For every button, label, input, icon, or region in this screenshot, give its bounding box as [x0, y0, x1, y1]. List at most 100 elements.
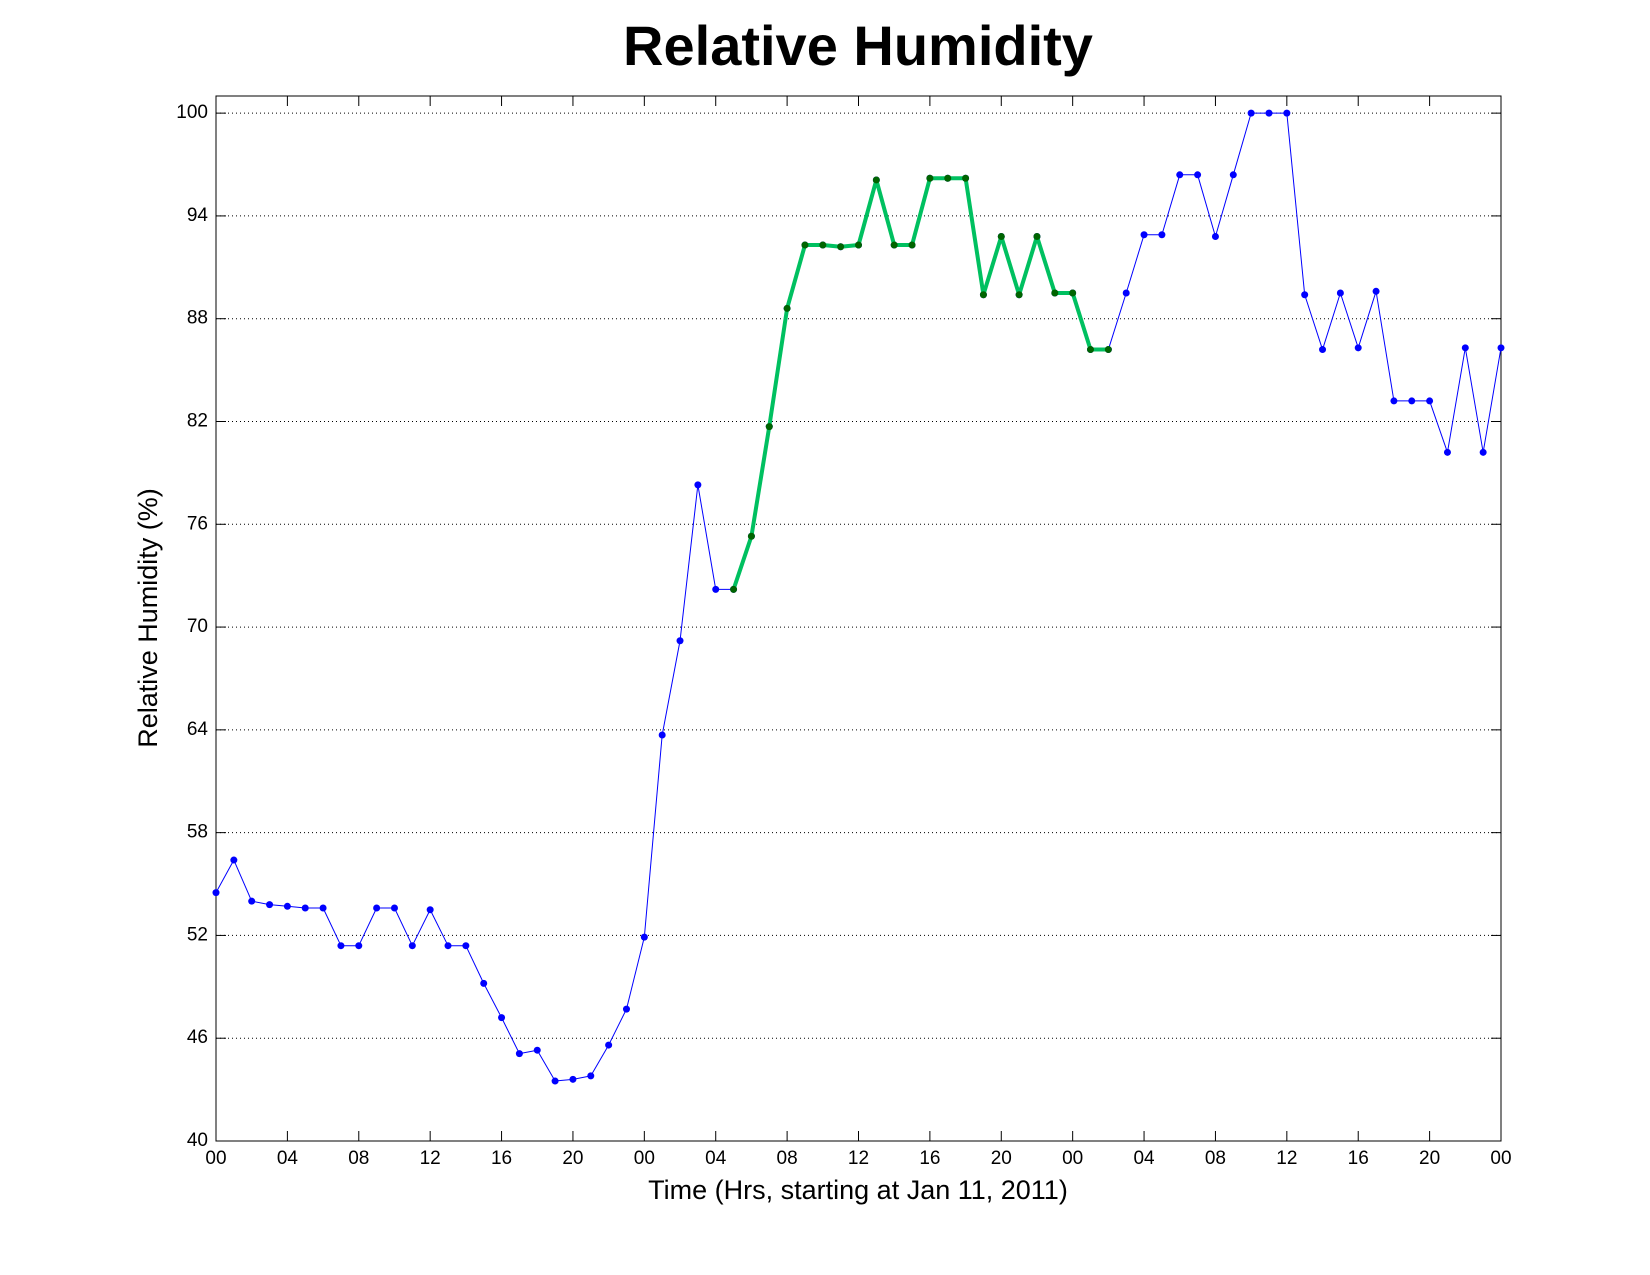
data-point [1087, 346, 1095, 354]
data-point [1372, 287, 1380, 295]
x-tick-label: 00 [1062, 1148, 1083, 1169]
data-point [319, 904, 327, 912]
data-point [730, 585, 738, 593]
data-point [1176, 171, 1184, 179]
x-tick-label: 04 [277, 1148, 299, 1169]
data-point [855, 241, 862, 249]
data-point [248, 897, 256, 905]
data-point [587, 1072, 595, 1080]
x-tick-label: 08 [1205, 1148, 1226, 1169]
data-point [337, 942, 345, 950]
data-point [1426, 397, 1434, 405]
data-point [1354, 344, 1362, 352]
data-point [444, 942, 452, 950]
data-point [266, 901, 274, 909]
data-point [1069, 289, 1077, 297]
data-point [1247, 109, 1255, 117]
data-point [819, 241, 827, 249]
data-point [1443, 448, 1451, 456]
y-tick-label: 100 [176, 102, 208, 123]
data-point [1194, 171, 1202, 179]
data-point [926, 174, 934, 182]
x-tick-label: 20 [991, 1148, 1012, 1169]
data-point [301, 904, 309, 912]
data-point [605, 1041, 613, 1049]
data-point [783, 304, 791, 312]
data-point [997, 232, 1005, 240]
data-point [676, 637, 684, 645]
data-point [515, 1050, 523, 1058]
data-point [212, 889, 220, 897]
chart-title: Relative Humidity [623, 14, 1093, 77]
x-tick-label: 04 [1133, 1148, 1155, 1169]
data-point [801, 241, 809, 249]
x-tick-label: 12 [1276, 1148, 1297, 1169]
data-point [962, 174, 970, 182]
data-point [837, 243, 845, 251]
plot-frame [215, 95, 1502, 1142]
data-point [890, 241, 898, 249]
y-tick-label: 64 [187, 719, 209, 740]
x-tick-label: 04 [705, 1148, 727, 1169]
x-tick-label: 08 [777, 1148, 798, 1169]
x-axis-label: Time (Hrs, starting at Jan 11, 2011) [648, 1175, 1068, 1205]
data-point [551, 1077, 559, 1085]
x-tick-label: 12 [420, 1148, 441, 1169]
data-point [979, 291, 987, 299]
data-point [765, 423, 773, 431]
y-tick-label: 52 [187, 924, 208, 945]
data-point [426, 906, 434, 914]
y-tick-label: 88 [187, 308, 208, 329]
data-point [1461, 344, 1469, 352]
x-tick-label: 00 [205, 1148, 226, 1169]
data-point [355, 942, 363, 950]
data-point [944, 174, 952, 182]
y-tick-label: 46 [187, 1027, 208, 1048]
data-point [1301, 291, 1309, 299]
data-point [498, 1014, 506, 1022]
data-point [1015, 291, 1023, 299]
data-point [1104, 346, 1112, 354]
data-point [1336, 289, 1344, 297]
data-point [1408, 397, 1416, 405]
data-point [408, 942, 416, 950]
data-point [569, 1075, 577, 1083]
data-point [480, 979, 488, 987]
data-point [1479, 448, 1487, 456]
data-point [373, 904, 381, 912]
x-tick-label: 20 [562, 1148, 583, 1169]
x-tick-label: 16 [491, 1148, 512, 1169]
data-point [1390, 397, 1398, 405]
y-axis-label: Relative Humidity (%) [133, 488, 163, 748]
x-tick-label: 16 [1348, 1148, 1369, 1169]
data-point [712, 585, 720, 593]
data-point [640, 933, 648, 941]
data-point [747, 532, 755, 540]
y-tick-label: 94 [187, 205, 209, 226]
x-tick-label: 12 [848, 1148, 869, 1169]
data-point [872, 176, 880, 184]
data-point [1051, 289, 1059, 297]
y-tick-label: 76 [187, 513, 208, 534]
x-tick-label: 08 [348, 1148, 369, 1169]
x-tick-label: 00 [634, 1148, 655, 1169]
data-point [1497, 344, 1505, 352]
data-point [908, 241, 916, 249]
data-point [622, 1005, 630, 1013]
data-point [533, 1046, 541, 1054]
y-tick-label: 58 [187, 822, 208, 843]
y-tick-label: 82 [187, 411, 208, 432]
y-tick-label: 40 [187, 1130, 208, 1151]
data-point [390, 904, 398, 912]
data-point [658, 731, 666, 739]
data-point [230, 856, 238, 864]
data-point [462, 942, 470, 950]
x-tick-label: 00 [1490, 1148, 1511, 1169]
data-point [1265, 109, 1273, 117]
data-point [1211, 232, 1219, 240]
data-line [731, 176, 1109, 591]
data-point [1158, 231, 1166, 239]
x-tick-label: 16 [919, 1148, 940, 1169]
data-point [1033, 232, 1041, 240]
data-point [283, 902, 291, 910]
